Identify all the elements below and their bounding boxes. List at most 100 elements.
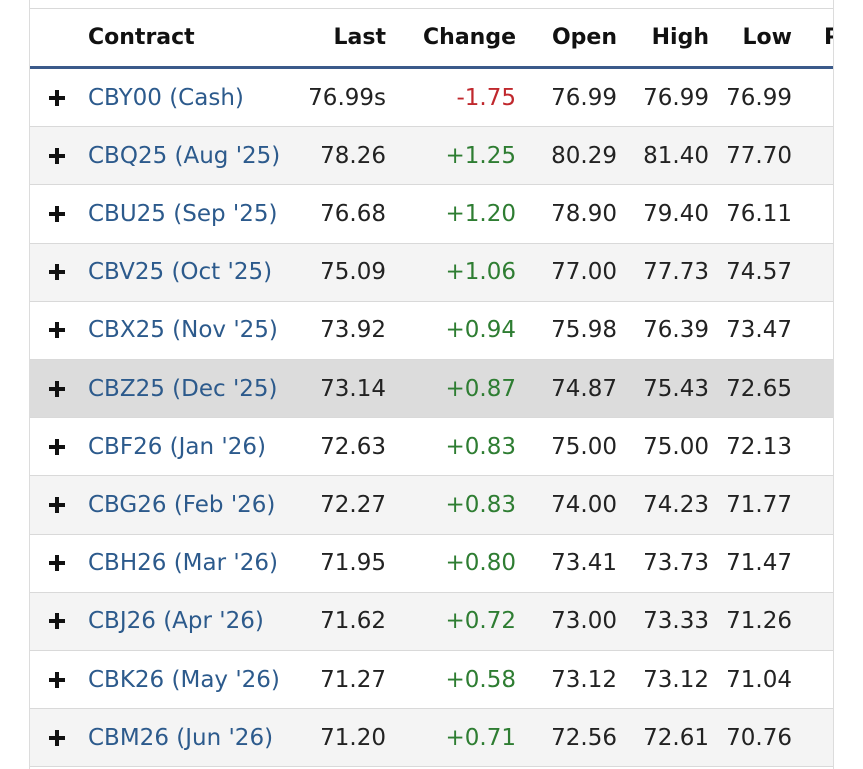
column-header-prior[interactable]: P xyxy=(824,9,833,66)
expand-row-button[interactable] xyxy=(44,709,70,766)
table-row[interactable]: CBQ25 (Aug '25) 78.26 +1.25 80.29 81.40 77.70 xyxy=(30,127,833,186)
open-price: 73.00 xyxy=(551,608,617,635)
expand-row-button[interactable] xyxy=(44,244,70,301)
price-change: +0.87 xyxy=(445,375,516,402)
column-header-low[interactable]: Low xyxy=(742,25,792,50)
low-price: 76.99 xyxy=(726,84,792,111)
low-price: 72.13 xyxy=(726,433,792,460)
high-price: 75.43 xyxy=(643,375,709,402)
table-row[interactable]: CBY00 (Cash) 76.99s -1.75 76.99 76.99 76.99 xyxy=(30,69,833,128)
last-price: 72.27 xyxy=(320,491,386,518)
plus-icon xyxy=(49,322,65,339)
high-price: 73.73 xyxy=(643,550,709,577)
table-row[interactable]: CBV25 (Oct '25) 75.09 +1.06 77.00 77.73 74.57 xyxy=(30,243,833,302)
plus-icon xyxy=(49,89,65,106)
price-change: +0.83 xyxy=(445,433,516,460)
contract-link[interactable]: CBZ25 (Dec '25) xyxy=(88,375,278,402)
expand-row-button[interactable] xyxy=(44,127,70,184)
price-change: +1.20 xyxy=(445,200,516,227)
expand-row-button[interactable] xyxy=(44,651,70,708)
column-header-contract[interactable]: Contract xyxy=(88,25,195,50)
high-price: 79.40 xyxy=(643,200,709,227)
low-price: 70.76 xyxy=(726,724,792,751)
last-price: 71.27 xyxy=(320,666,386,693)
expand-row-button[interactable] xyxy=(44,360,70,417)
contract-link[interactable]: CBY00 (Cash) xyxy=(88,84,244,111)
low-price: 77.70 xyxy=(726,142,792,169)
plus-icon xyxy=(49,205,65,222)
plus-icon xyxy=(49,380,65,397)
expand-row-button[interactable] xyxy=(44,185,70,242)
contract-link[interactable]: CBK26 (May '26) xyxy=(88,666,280,693)
contract-link[interactable]: CBG26 (Feb '26) xyxy=(88,491,276,518)
table-row[interactable]: CBK26 (May '26) 71.27 +0.58 73.12 73.12 71.04 xyxy=(30,651,833,710)
contract-link[interactable]: CBM26 (Jun '26) xyxy=(88,724,274,751)
high-price: 72.61 xyxy=(643,724,709,751)
contract-link[interactable]: CBX25 (Nov '25) xyxy=(88,317,278,344)
table-row[interactable]: CBU25 (Sep '25) 76.68 +1.20 78.90 79.40 76.11 xyxy=(30,185,833,244)
low-price: 72.65 xyxy=(726,375,792,402)
last-price: 76.99s xyxy=(308,84,386,111)
column-header-open[interactable]: Open xyxy=(551,25,617,50)
expand-row-button[interactable] xyxy=(44,302,70,359)
open-price: 73.12 xyxy=(551,666,617,693)
expand-row-button[interactable] xyxy=(44,593,70,650)
column-header-change[interactable]: Change xyxy=(423,25,516,50)
open-price: 80.29 xyxy=(551,142,617,169)
low-price: 76.11 xyxy=(726,200,792,227)
price-change: +0.71 xyxy=(445,724,516,751)
expand-row-button[interactable] xyxy=(44,69,70,126)
contract-link[interactable]: CBQ25 (Aug '25) xyxy=(88,142,281,169)
last-price: 73.92 xyxy=(320,317,386,344)
last-price: 71.20 xyxy=(320,724,386,751)
price-change: +0.80 xyxy=(445,550,516,577)
price-change: +0.58 xyxy=(445,666,516,693)
contract-link[interactable]: CBV25 (Oct '25) xyxy=(88,259,273,286)
column-header-last[interactable]: Last xyxy=(333,25,386,50)
high-price: 73.33 xyxy=(643,608,709,635)
contract-link[interactable]: CBH26 (Mar '26) xyxy=(88,550,278,577)
price-change: +0.94 xyxy=(445,317,516,344)
column-header-high[interactable]: High xyxy=(651,25,709,50)
plus-icon xyxy=(49,613,65,630)
contract-link[interactable]: CBU25 (Sep '25) xyxy=(88,200,278,227)
table-row[interactable]: CBH26 (Mar '26) 71.95 +0.80 73.41 73.73 71.47 xyxy=(30,535,833,593)
contract-link[interactable]: CBF26 (Jan '26) xyxy=(88,433,266,460)
contract-link[interactable]: CBJ26 (Apr '26) xyxy=(88,608,264,635)
table-row[interactable]: CBG26 (Feb '26) 72.27 +0.83 74.00 74.23 71.77 xyxy=(30,476,833,535)
open-price: 74.00 xyxy=(551,491,617,518)
futures-quotes-table: Contract Last Change Open High Low P CBY… xyxy=(29,0,834,769)
high-price: 76.39 xyxy=(643,317,709,344)
table-header: Contract Last Change Open High Low P xyxy=(30,9,833,69)
open-price: 75.98 xyxy=(551,317,617,344)
expand-row-button[interactable] xyxy=(44,476,70,533)
price-change: +1.25 xyxy=(445,142,516,169)
low-price: 71.77 xyxy=(726,491,792,518)
last-price: 76.68 xyxy=(320,200,386,227)
plus-icon xyxy=(49,671,65,688)
low-price: 74.57 xyxy=(726,259,792,286)
plus-icon xyxy=(49,555,65,572)
expand-row-button[interactable] xyxy=(44,535,70,592)
low-price: 73.47 xyxy=(726,317,792,344)
plus-icon xyxy=(49,264,65,281)
high-price: 77.73 xyxy=(643,259,709,286)
low-price: 71.26 xyxy=(726,608,792,635)
price-change: +1.06 xyxy=(445,259,516,286)
open-price: 74.87 xyxy=(551,375,617,402)
table-row[interactable]: CBF26 (Jan '26) 72.63 +0.83 75.00 75.00 72.13 xyxy=(30,418,833,477)
high-price: 81.40 xyxy=(643,142,709,169)
table-row[interactable]: CBJ26 (Apr '26) 71.62 +0.72 73.00 73.33 71.26 xyxy=(30,592,833,651)
plus-icon xyxy=(49,729,65,746)
table-top-border xyxy=(29,8,834,9)
plus-icon xyxy=(49,438,65,455)
table-row[interactable]: CBZ25 (Dec '25) 73.14 +0.87 74.87 75.43 72.65 xyxy=(30,360,833,419)
low-price: 71.04 xyxy=(726,666,792,693)
high-price: 75.00 xyxy=(643,433,709,460)
open-price: 73.41 xyxy=(551,550,617,577)
expand-row-button[interactable] xyxy=(44,418,70,475)
table-row[interactable]: CBM26 (Jun '26) 71.20 +0.71 72.56 72.61 70.76 xyxy=(30,709,833,768)
high-price: 74.23 xyxy=(643,491,709,518)
last-price: 75.09 xyxy=(320,259,386,286)
table-row[interactable]: CBX25 (Nov '25) 73.92 +0.94 75.98 76.39 73.47 xyxy=(30,302,833,360)
